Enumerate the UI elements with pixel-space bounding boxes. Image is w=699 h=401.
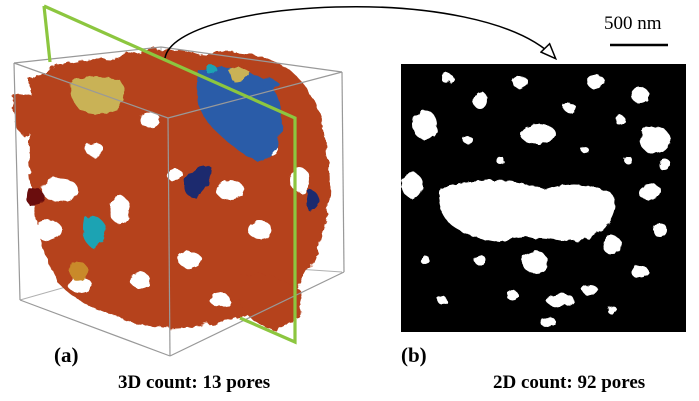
panel-b-count: 2D count: 92 pores bbox=[493, 372, 646, 393]
pore-cluster-cyan bbox=[83, 64, 218, 248]
panel-b-label: (b) bbox=[401, 343, 427, 367]
pore-network-3d bbox=[13, 4, 345, 357]
slice-pores bbox=[402, 73, 671, 327]
cube-front-edges bbox=[13, 46, 345, 357]
slice-plane-edge bbox=[42, 5, 52, 63]
scale-bar-label: 500 nm bbox=[604, 13, 662, 34]
panel-a-label: (a) bbox=[54, 343, 79, 367]
slice-arrow bbox=[164, 5, 555, 58]
pore-cluster-orange bbox=[70, 261, 88, 281]
network-gaps bbox=[34, 112, 310, 307]
pore-cluster-darkred bbox=[26, 187, 44, 207]
pore-cluster-yellow bbox=[69, 67, 250, 114]
pore-cluster-blue bbox=[196, 67, 283, 162]
slice-image-2d bbox=[401, 64, 686, 332]
panel-a-count: 3D count: 13 pores bbox=[118, 372, 271, 393]
pore-cluster-navy bbox=[184, 165, 320, 211]
slice-plane bbox=[43, 4, 297, 345]
